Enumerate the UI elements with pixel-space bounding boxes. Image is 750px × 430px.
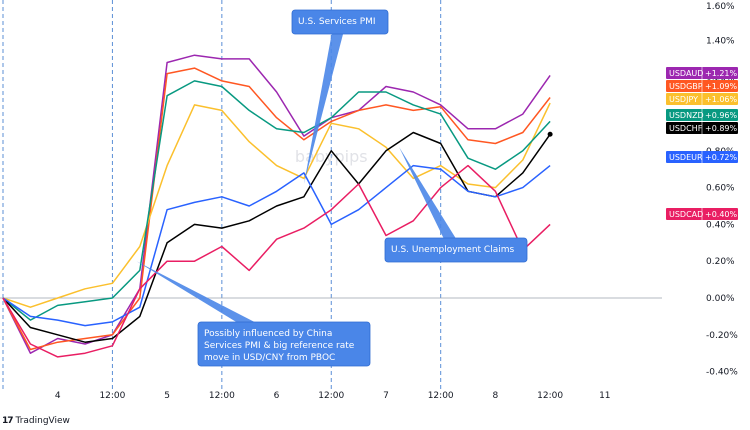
series-line-usdgbp bbox=[2, 67, 551, 351]
legend-series-value: +1.06% bbox=[705, 95, 738, 104]
tradingview-logo-icon: 17 bbox=[2, 416, 13, 426]
series-lines bbox=[2, 54, 551, 358]
annotation-pointer-claims bbox=[399, 147, 462, 253]
legend-badge-usdcad: USDCAD +0.40% bbox=[666, 208, 738, 220]
x-tick-label: 5 bbox=[164, 391, 170, 401]
legend-series-name: USDEUR bbox=[669, 153, 703, 162]
legend-badge-usdeur: USDEUR +0.72% bbox=[666, 151, 738, 163]
legend-badge-usdchf: USDCHF +0.89% bbox=[666, 122, 738, 134]
series-line-usdchf bbox=[2, 131, 551, 343]
x-tick-label: 11 bbox=[599, 391, 610, 401]
x-tick-label: 12:00 bbox=[318, 391, 344, 401]
annotation-box-china bbox=[197, 321, 371, 367]
series-line-usdnzd bbox=[2, 80, 551, 321]
x-tick-label: 12:00 bbox=[537, 391, 563, 401]
x-tick-label: 8 bbox=[493, 391, 499, 401]
legend-series-name: USDNZD bbox=[669, 111, 704, 120]
y-axis: 1.60%1.40%1.20%1.00%0.80%0.60%0.40%0.20%… bbox=[706, 2, 738, 378]
x-tick-label: 12:00 bbox=[209, 391, 235, 401]
y-tick-label: 0.00% bbox=[706, 294, 735, 304]
legend-series-name: USDCAD bbox=[669, 210, 703, 219]
x-tick-label: 7 bbox=[383, 391, 389, 401]
annotation-text: U.S. Services PMI bbox=[298, 17, 376, 27]
last-price-marker bbox=[547, 131, 553, 137]
y-tick-label: 0.20% bbox=[706, 257, 735, 267]
babypips-watermark: babypips bbox=[295, 147, 368, 166]
series-legend: USDAUD +1.21%USDGBP +1.09%USDJPY +1.06%USDN… bbox=[666, 67, 738, 220]
legend-series-value: +1.21% bbox=[705, 69, 738, 78]
annotation-text: Services PMI & big reference rate bbox=[204, 341, 355, 351]
legend-badge-usdnzd: USDNZD +0.96% bbox=[666, 109, 738, 121]
annotation-china: Possibly influenced by China Services PMI… bbox=[136, 261, 371, 367]
annotation-pointer-pmi bbox=[303, 20, 346, 184]
last-price-dot bbox=[547, 131, 553, 137]
annotation-text: move in USD/CNY from PBOC bbox=[204, 353, 335, 363]
annotation-text: U.S. Unemployment Claims bbox=[391, 245, 514, 255]
x-tick-label: 12:00 bbox=[428, 391, 454, 401]
legend-badge-usdaud: USDAUD +1.21% bbox=[666, 67, 738, 79]
tradingview-brand: 17 TradingView bbox=[2, 416, 70, 426]
annotation-box-pmi bbox=[291, 9, 389, 35]
y-tick-label: 0.40% bbox=[706, 220, 735, 230]
annotation-box-claims bbox=[384, 237, 528, 263]
y-tick-label: 1.40% bbox=[706, 36, 735, 46]
y-tick-label: -0.40% bbox=[706, 368, 738, 378]
legend-badge-usdgbp: USDGBP +1.09% bbox=[666, 80, 738, 92]
legend-series-value: +0.89% bbox=[705, 124, 738, 133]
legend-series-name: USDGBP bbox=[669, 82, 703, 91]
annotation-claims: U.S. Unemployment Claims bbox=[384, 147, 528, 263]
annotation-text: Possibly influenced by China bbox=[204, 329, 332, 339]
legend-badge-usdjpy: USDJPY +1.06% bbox=[666, 93, 738, 105]
legend-series-value: +0.40% bbox=[705, 210, 738, 219]
series-line-usdcad bbox=[2, 164, 551, 358]
series-line-usdeur bbox=[2, 164, 551, 327]
x-tick-label: 4 bbox=[55, 391, 61, 401]
event-annotations: U.S. Services PMI U.S. Unemployment Claim… bbox=[136, 9, 528, 367]
legend-series-value: +0.72% bbox=[705, 153, 738, 162]
legend-series-name: USDAUD bbox=[669, 69, 703, 78]
tradingview-label: TradingView bbox=[15, 416, 70, 426]
legend-series-name: USDCHF bbox=[669, 124, 703, 133]
x-tick-label: 6 bbox=[274, 391, 280, 401]
y-tick-label: 0.60% bbox=[706, 184, 735, 194]
legend-series-value: +1.09% bbox=[705, 82, 738, 91]
y-tick-label: -0.20% bbox=[706, 331, 738, 341]
series-line-usdjpy bbox=[2, 102, 551, 308]
legend-series-name: USDJPY bbox=[669, 95, 698, 104]
legend-series-value: +0.96% bbox=[705, 111, 738, 120]
x-tick-label: 12:00 bbox=[99, 391, 125, 401]
x-axis: 4 12:00 5 12:00 6 12:00 7 12:00 8 12:00 11 bbox=[55, 391, 611, 401]
annotation-pmi: U.S. Services PMI bbox=[291, 9, 389, 184]
series-line-usdaud bbox=[2, 54, 551, 354]
y-tick-label: 1.60% bbox=[706, 2, 735, 12]
